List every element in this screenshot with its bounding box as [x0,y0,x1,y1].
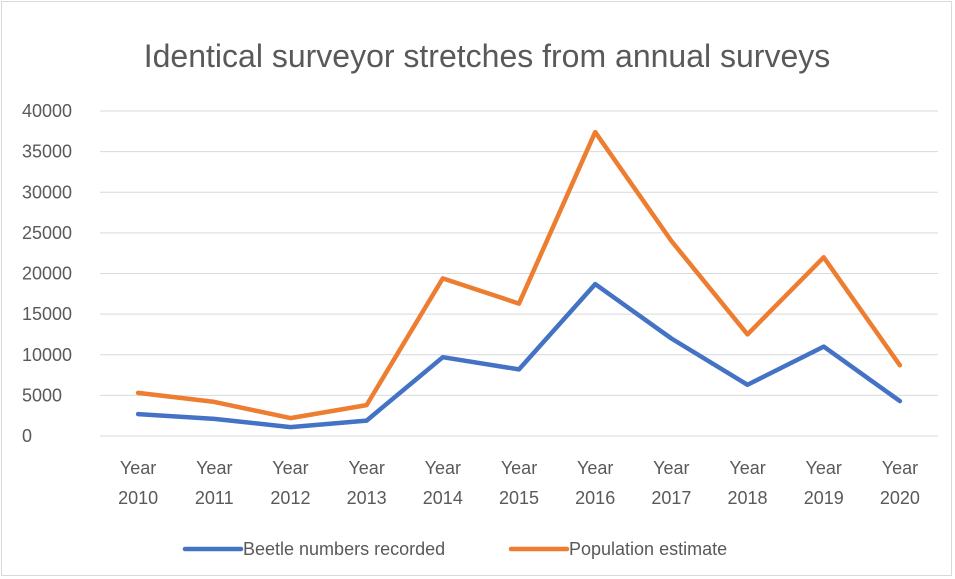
x-tick-label: Year 2011 [195,458,234,508]
y-tick-label: 30000 [22,182,72,202]
x-tick-label: Year 2010 [118,458,158,508]
y-tick-label: 15000 [22,304,72,324]
x-tick-label: Year 2013 [347,458,387,508]
x-tick-label: Year 2014 [423,458,463,508]
x-tick-label: Year 2018 [728,458,768,508]
legend-label-beetle-numbers-recorded: Beetle numbers recorded [243,539,445,559]
x-tick-label: Year 2016 [575,458,615,508]
x-tick-label: Year 2012 [270,458,310,508]
y-tick-label: 40000 [22,101,72,121]
x-tick-label: Year 2019 [804,458,844,508]
grid-lines [100,110,938,437]
y-tick-label: 35000 [22,142,72,162]
x-axis-tick-labels: Year 2010 Year 2011 Year 2012 Year 2013 Year 2014… [118,458,920,508]
legend-label-population-estimate: Population estimate [569,539,727,559]
y-tick-label: 10000 [22,345,72,365]
y-tick-label: 20000 [22,264,72,284]
series-lines [135,129,903,430]
x-tick-label: Year 2017 [651,458,691,508]
series-line-population-estimate [135,129,903,421]
y-tick-label: 25000 [22,223,72,243]
chart-title: Identical surveyor stretches from annual… [144,38,831,74]
y-axis-tick-labels: 0 5000 10000 15000 20000 25000 30000 35000 40000 [22,101,72,446]
x-tick-label: Year 2020 [880,458,920,508]
legend: Beetle numbers recorded Population estima… [182,539,727,559]
y-tick-label: 5000 [22,385,62,405]
y-tick-label: 0 [22,426,32,446]
x-tick-label: Year 2015 [499,458,539,508]
